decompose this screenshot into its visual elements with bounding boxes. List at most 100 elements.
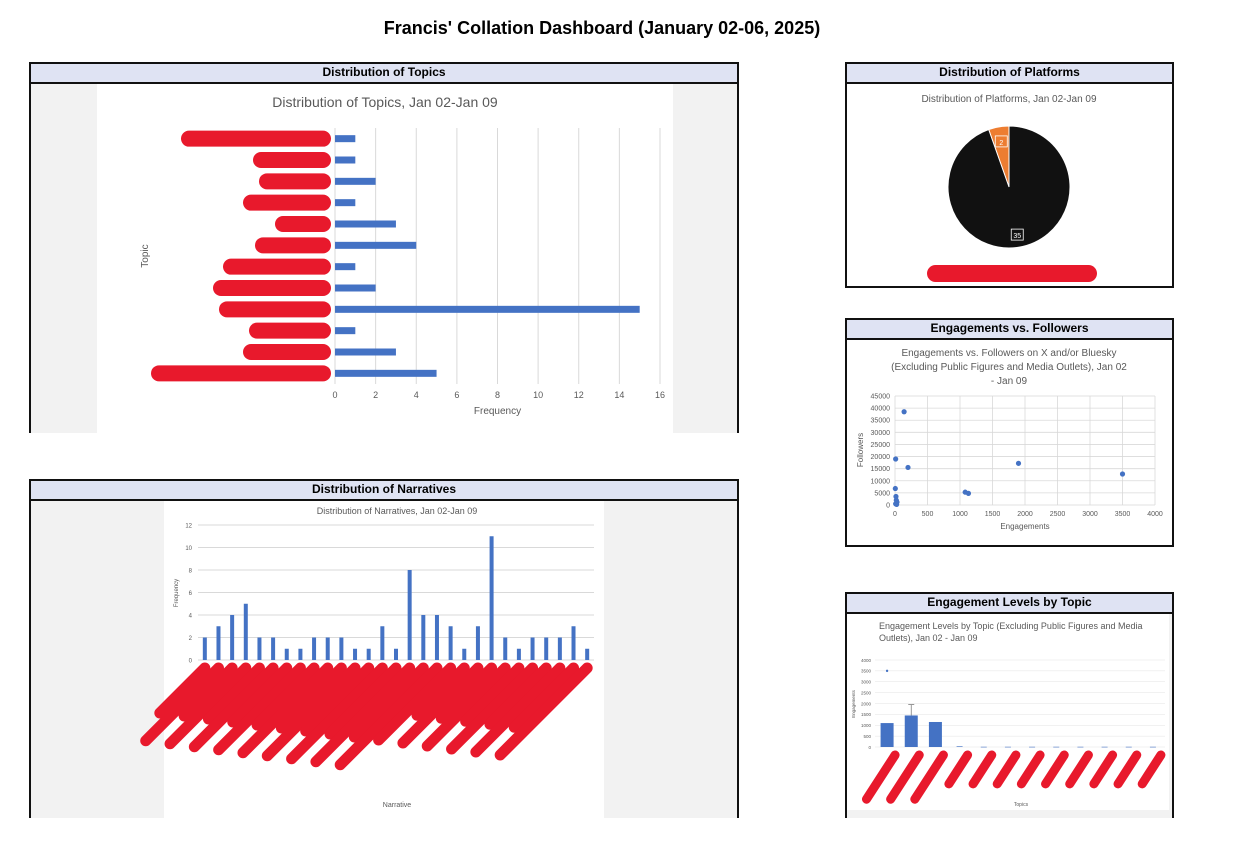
narratives-bar: [489, 536, 494, 660]
narratives-bar: [585, 648, 590, 660]
levels-category-redaction: [910, 750, 948, 804]
engagements-chart: Engagements vs. Followers on X and/or Bl…: [856, 348, 1163, 531]
topics-category-redaction: [213, 280, 331, 296]
engagements-point: [965, 490, 972, 496]
levels-chart: Engagement Levels by Topic (Excluding Pu…: [847, 614, 1172, 818]
levels-category-redaction: [944, 750, 973, 789]
engagements-x-tick-label: 500: [922, 511, 934, 518]
narratives-bar: [475, 626, 480, 660]
levels-panel-header: Engagement Levels by Topic: [847, 594, 1172, 614]
narratives-bar: [216, 626, 221, 660]
levels-bar: [1101, 746, 1108, 748]
narratives-y-tick-label: 12: [185, 524, 192, 530]
levels-bar: [928, 721, 942, 747]
narratives-bar: [243, 603, 248, 660]
topics-bar: [335, 305, 640, 313]
narratives-category-redaction: [446, 662, 539, 755]
narratives-category-redaction: [213, 662, 306, 756]
topics-bar: [335, 263, 356, 271]
narratives-bar: [202, 637, 207, 660]
levels-x-axis-label: Topics: [1014, 802, 1029, 808]
platforms-data-label-box: [994, 135, 1008, 148]
topics-y-axis-label: Topic: [140, 244, 151, 267]
engagements-point: [893, 456, 899, 462]
levels-bar: [1125, 746, 1132, 748]
narratives-y-tick-label: 2: [189, 636, 193, 642]
narratives-category-redaction: [494, 662, 593, 761]
platforms-panel-header: Distribution of Platforms: [847, 64, 1172, 84]
narratives-bar: [516, 648, 521, 660]
levels-category-redaction: [861, 750, 900, 804]
narratives-category-redaction: [237, 662, 334, 759]
engagements-y-axis-label: Followers: [856, 433, 865, 467]
topics-category-redaction: [259, 173, 331, 190]
levels-bar: [1053, 746, 1060, 748]
levels-bar: [956, 746, 963, 747]
levels-y-tick-label: 3500: [861, 669, 872, 674]
narratives-panel-header: Distribution of Narratives: [31, 481, 737, 501]
levels-bar: [1149, 746, 1156, 748]
levels-category-redaction: [1016, 750, 1045, 789]
topics-x-tick-label: 8: [495, 390, 500, 400]
topics-x-tick-label: 10: [533, 390, 543, 400]
topics-bar: [335, 220, 396, 228]
engagements-point: [894, 501, 900, 507]
narratives-category-redaction: [140, 662, 224, 747]
engagements-x-tick-label: 3000: [1082, 511, 1098, 518]
topics-x-tick-label: 4: [414, 390, 419, 400]
narratives-bar: [230, 615, 235, 660]
topics-category-redaction: [275, 216, 331, 232]
levels-bar: [1004, 746, 1011, 748]
narratives-y-tick-label: 0: [189, 659, 193, 665]
topics-x-tick-label: 14: [614, 390, 624, 400]
levels-bar: [880, 723, 894, 747]
narratives-bar: [421, 615, 426, 660]
topics-bar: [335, 156, 356, 164]
narratives-x-axis-label: Narrative: [383, 802, 412, 809]
topics-category-redaction: [255, 237, 331, 254]
narratives-bar: [394, 648, 398, 660]
levels-y-tick-label: 2500: [861, 690, 872, 695]
narratives-category-redaction: [310, 662, 416, 768]
narratives-bar: [298, 648, 303, 660]
levels-bar: [904, 715, 918, 747]
narratives-category-redaction: [300, 662, 375, 737]
narratives-category-redaction: [435, 662, 498, 724]
topics-bar: [335, 199, 356, 207]
platforms-panel: Distribution of Platforms Distribution o…: [845, 62, 1174, 288]
narratives-bar: [407, 570, 412, 660]
engagements-x-tick-label: 1500: [985, 511, 1001, 518]
engagements-point: [905, 464, 911, 471]
platforms-data-label-box: [1010, 228, 1024, 241]
narratives-category-redaction: [421, 662, 511, 752]
platforms-chart: Distribution of Platforms, Jan 02-Jan 09…: [921, 94, 1097, 282]
engagements-y-tick-label: 40000: [871, 406, 891, 413]
narratives-chart: Distribution of Narratives, Jan 02-Jan 0…: [31, 501, 737, 818]
narratives-bar: [312, 637, 317, 660]
narratives-category-redaction: [324, 662, 402, 740]
engagements-chart-title: Engagements vs. Followers on X and/or Bl…: [901, 348, 1116, 359]
levels-y-tick-label: 1500: [861, 712, 872, 717]
topics-category-redaction: [243, 194, 331, 211]
engagements-y-tick-label: 5000: [874, 490, 890, 497]
topics-bar: [335, 177, 376, 185]
narratives-category-redaction: [508, 662, 580, 733]
engagements-point: [1015, 460, 1022, 466]
narratives-panel: Distribution of Narratives Distribution …: [29, 479, 739, 818]
levels-category-redaction: [1041, 750, 1069, 789]
topics-panel: Distribution of Topics Distribution of T…: [29, 62, 739, 433]
topics-category-redaction: [219, 301, 331, 318]
topics-chart: Distribution of Topics, Jan 02-Jan 09 0 2 4…: [31, 84, 737, 433]
engagements-y-tick-label: 25000: [871, 442, 891, 449]
engagements-panel-header: Engagements vs. Followers: [847, 320, 1172, 340]
narratives-bar: [257, 637, 262, 660]
narratives-bar: [434, 615, 439, 660]
narratives-bar: [325, 637, 330, 660]
narratives-category-redaction: [227, 662, 293, 728]
levels-y-tick-label: 2000: [861, 701, 872, 706]
narratives-bar: [544, 637, 549, 660]
platforms-data-label: 2: [999, 140, 1003, 147]
platforms-legend-redaction: [927, 265, 1097, 282]
platforms-pie-slice: [947, 125, 1071, 249]
topics-bar: [335, 241, 417, 249]
